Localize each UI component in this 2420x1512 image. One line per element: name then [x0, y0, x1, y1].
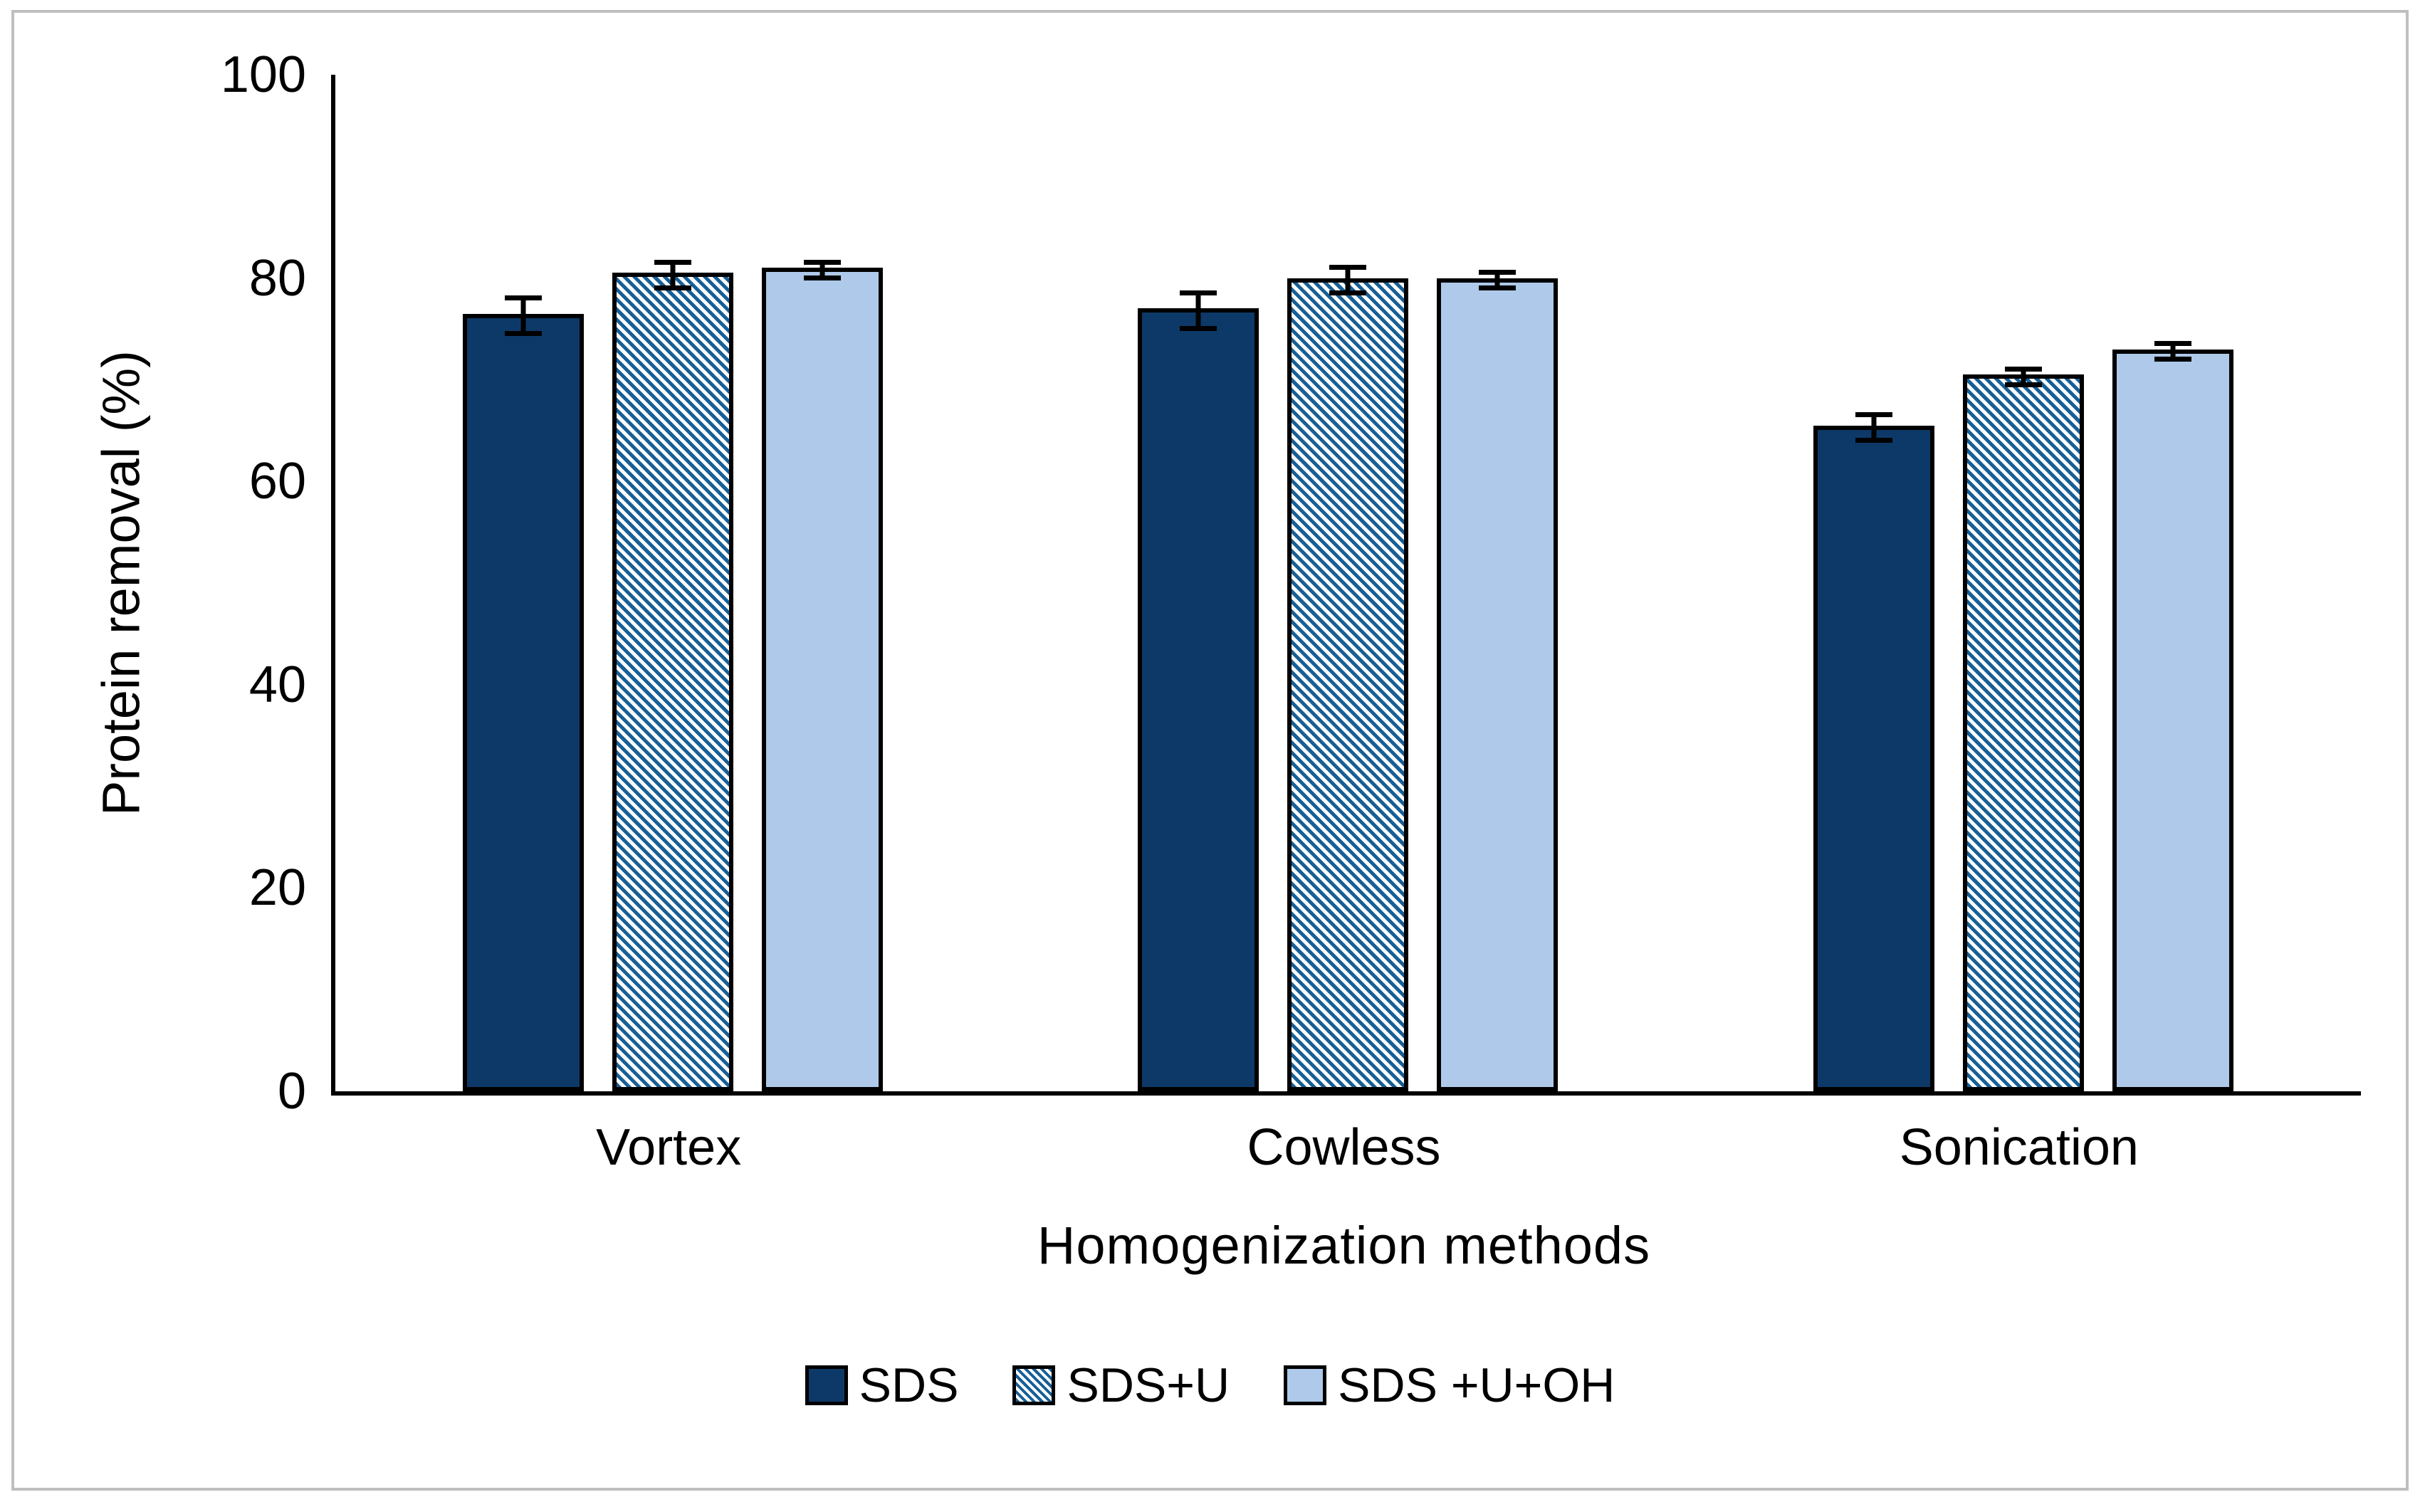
bar-sds-u-oh-sonication	[2112, 341, 2233, 1091]
y-tick-label-0: 0	[277, 1063, 306, 1120]
bar-sds-sonication	[1813, 412, 1934, 1091]
category-label-vortex: Vortex	[596, 1119, 742, 1176]
y-tick-label-20: 20	[248, 859, 306, 917]
bar-group-sonication	[1686, 75, 2361, 1091]
error-bar-line	[1195, 290, 1201, 332]
x-axis-title: Homogenization methods	[1037, 1216, 1651, 1275]
error-bar-line	[2021, 367, 2026, 387]
y-tick-label-60: 60	[248, 453, 306, 510]
error-bar-cap-top	[1855, 412, 1892, 418]
error-bar-cap-bottom	[1329, 290, 1367, 296]
bar-fill-solid	[1813, 425, 1934, 1091]
bar-fill-solid	[762, 268, 884, 1091]
error-bar-line	[1871, 412, 1877, 443]
bar-fill-hatched	[612, 273, 734, 1091]
error-bar-cap-top	[505, 295, 543, 301]
error-bar-cap-top	[1180, 290, 1217, 295]
bar-sds-vortex	[463, 295, 585, 1091]
legend-swatch-solid	[805, 1365, 848, 1405]
x-axis-category-labels: Vortex Cowless Sonication	[331, 1114, 2357, 1182]
bar-sds-u-oh-vortex	[762, 260, 884, 1091]
bar-group-vortex	[335, 75, 1010, 1091]
error-bar-cap-bottom	[1479, 285, 1517, 290]
error-bar-cap-top	[804, 260, 842, 266]
chart-border-frame	[11, 10, 2409, 1491]
plot-area	[331, 75, 2361, 1096]
error-bar-cap-top	[2004, 367, 2042, 372]
error-bar-cap-bottom	[2004, 382, 2042, 387]
error-bar-cap-top	[654, 260, 692, 266]
legend-label: SDS	[859, 1358, 959, 1412]
error-bar-sds-u-oh-cowless	[1479, 270, 1517, 290]
bar-fill-solid	[1437, 278, 1559, 1091]
error-bar-cap-bottom	[804, 275, 842, 280]
error-bar-sds-vortex	[505, 295, 543, 337]
y-tick-label-40: 40	[248, 656, 306, 713]
legend-item-sds: SDS	[805, 1358, 959, 1413]
error-bar-line	[2170, 341, 2176, 362]
y-tick-label-100: 100	[220, 46, 306, 103]
bar-fill-solid	[2112, 349, 2233, 1091]
legend-label: SDS+U	[1067, 1358, 1230, 1412]
error-bar-line	[1345, 265, 1351, 296]
error-bar-cap-bottom	[654, 285, 692, 290]
error-bar-cap-top	[1329, 265, 1367, 271]
error-bar-sds-u-vortex	[654, 260, 692, 290]
bar-sds-u-vortex	[612, 260, 734, 1091]
bar-sds-cowless	[1138, 290, 1259, 1091]
error-bar-sds-u-cowless	[1329, 265, 1367, 296]
category-label-sonication: Sonication	[1899, 1119, 2139, 1176]
error-bar-cap-top	[1479, 270, 1517, 275]
bar-fill-hatched	[1962, 374, 2084, 1091]
legend-swatch-solid	[1284, 1365, 1327, 1405]
legend: SDS SDS+U SDS +U+OH	[0, 1351, 2420, 1419]
error-bar-cap-top	[2154, 341, 2191, 347]
error-bar-cap-bottom	[1180, 326, 1217, 332]
bar-sds-u-sonication	[1962, 367, 2084, 1091]
error-bar-line	[520, 295, 526, 337]
error-bar-cap-bottom	[1855, 438, 1892, 443]
error-bar-sds-u-oh-vortex	[804, 260, 842, 280]
error-bar-line	[819, 260, 825, 280]
bar-fill-solid	[1138, 308, 1259, 1091]
error-bar-sds-cowless	[1180, 290, 1217, 332]
legend-item-sds-u: SDS+U	[1012, 1358, 1230, 1413]
error-bar-cap-bottom	[2154, 356, 2191, 362]
error-bar-sds-sonication	[1855, 412, 1892, 443]
legend-item-sds-u-oh: SDS +U+OH	[1284, 1358, 1615, 1413]
y-axis-title: Protein removal (%)	[91, 350, 151, 816]
y-tick-label-80: 80	[248, 249, 306, 307]
error-bar-sds-u-oh-sonication	[2154, 341, 2191, 362]
bar-fill-hatched	[1287, 278, 1409, 1091]
category-label-cowless: Cowless	[1247, 1119, 1441, 1176]
legend-swatch-hatched	[1012, 1365, 1056, 1405]
bar-fill-solid	[463, 313, 585, 1091]
bar-sds-u-cowless	[1287, 265, 1409, 1091]
error-bar-sds-u-sonication	[2004, 367, 2042, 387]
error-bar-line	[670, 260, 676, 290]
bar-sds-u-oh-cowless	[1437, 270, 1559, 1091]
legend-label: SDS +U+OH	[1338, 1358, 1615, 1412]
error-bar-cap-bottom	[505, 331, 543, 337]
bar-group-cowless	[1010, 75, 1685, 1091]
error-bar-line	[1494, 270, 1500, 290]
